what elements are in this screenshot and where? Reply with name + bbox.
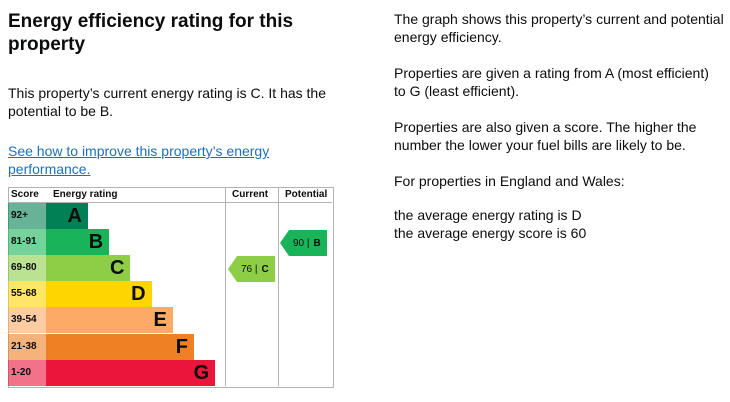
graph-explanation: The graph shows this property’s current … bbox=[394, 10, 724, 242]
band-bar-a: A bbox=[46, 203, 88, 229]
explanation-region: For properties in England and Wales: bbox=[394, 173, 625, 189]
header-energy-rating: Energy rating bbox=[53, 189, 118, 200]
potential-rating-arrow-score: 90 | bbox=[293, 237, 310, 249]
band-row-e: 39-54 E bbox=[8, 307, 225, 334]
explanation-rating: Properties are given a rating from A (mo… bbox=[394, 65, 709, 99]
band-row-a: 92+ A bbox=[8, 203, 225, 229]
average-score: the average energy score is 60 bbox=[394, 225, 587, 241]
band-score-range: 21-38 bbox=[11, 340, 37, 352]
band-score-range: 69-80 bbox=[11, 262, 37, 274]
band-bar-d: D bbox=[46, 281, 152, 308]
band-score-bg bbox=[8, 333, 46, 360]
chart-divider-potential bbox=[278, 187, 279, 386]
band-score-bg bbox=[8, 307, 46, 334]
current-rating-arrow-label: 76 | C bbox=[237, 256, 275, 283]
band-score-bg bbox=[8, 255, 46, 282]
band-letter: F bbox=[175, 335, 188, 358]
band-score-bg bbox=[8, 359, 46, 386]
band-score-range: 81-91 bbox=[11, 236, 37, 248]
current-rating-arrow-score: 76 | bbox=[241, 263, 258, 275]
chart-header-line bbox=[8, 202, 332, 203]
band-score-range: 39-54 bbox=[11, 314, 37, 326]
band-bar-c: C bbox=[46, 255, 131, 282]
current-rating-text: This property’s current energy rating is… bbox=[8, 85, 326, 119]
band-bar-e: E bbox=[46, 307, 173, 334]
chart-divider-current bbox=[225, 187, 226, 386]
band-row-b: 81-91 B bbox=[8, 229, 225, 256]
rating-summary: Energy efficiency rating for this proper… bbox=[8, 10, 338, 178]
header-current: Current bbox=[232, 189, 269, 200]
band-letter: B bbox=[88, 231, 104, 254]
explanation-score: Properties are also given a score. The h… bbox=[394, 119, 697, 153]
band-letter: C bbox=[109, 257, 125, 280]
potential-rating-arrow-letter: B bbox=[313, 237, 321, 249]
header-score: Score bbox=[11, 189, 39, 200]
current-rating-arrow-tip bbox=[228, 256, 237, 283]
band-letter: D bbox=[131, 283, 146, 306]
band-bar-f: F bbox=[46, 333, 194, 360]
band-row-d: 55-68 D bbox=[8, 281, 225, 308]
header-potential: Potential bbox=[285, 189, 328, 200]
band-score-bg bbox=[8, 281, 46, 308]
band-row-g: 1-20 G bbox=[8, 359, 225, 386]
band-score-range: 1-20 bbox=[11, 366, 32, 378]
current-rating-arrow-letter: C bbox=[261, 263, 269, 275]
band-row-c: 69-80 C bbox=[8, 255, 225, 282]
band-letter: G bbox=[193, 361, 210, 384]
page-title: Energy efficiency rating for this proper… bbox=[8, 11, 294, 55]
band-bar-g: G bbox=[46, 359, 216, 386]
potential-rating-arrow-tip bbox=[280, 230, 289, 257]
current-rating-arrow: 76 | C bbox=[228, 256, 275, 283]
band-score-range: 55-68 bbox=[11, 288, 37, 300]
average-rating: the average energy rating is D bbox=[394, 207, 582, 223]
band-bar-b: B bbox=[46, 229, 110, 256]
potential-rating-arrow: 90 | B bbox=[280, 230, 327, 257]
explanation-graph: The graph shows this property’s current … bbox=[394, 11, 724, 45]
potential-rating-arrow-label: 90 | B bbox=[289, 230, 327, 257]
band-score-bg bbox=[8, 229, 46, 256]
improve-energy-link[interactable]: See how to improve this property’s energ… bbox=[8, 143, 270, 177]
band-score-bg bbox=[8, 203, 46, 229]
band-letter: E bbox=[153, 309, 167, 332]
band-score-range: 92+ bbox=[11, 210, 28, 221]
band-row-f: 21-38 F bbox=[8, 333, 225, 360]
energy-rating-chart: Score Energy rating Current Potential 92… bbox=[8, 187, 334, 388]
band-letter: A bbox=[67, 205, 82, 227]
